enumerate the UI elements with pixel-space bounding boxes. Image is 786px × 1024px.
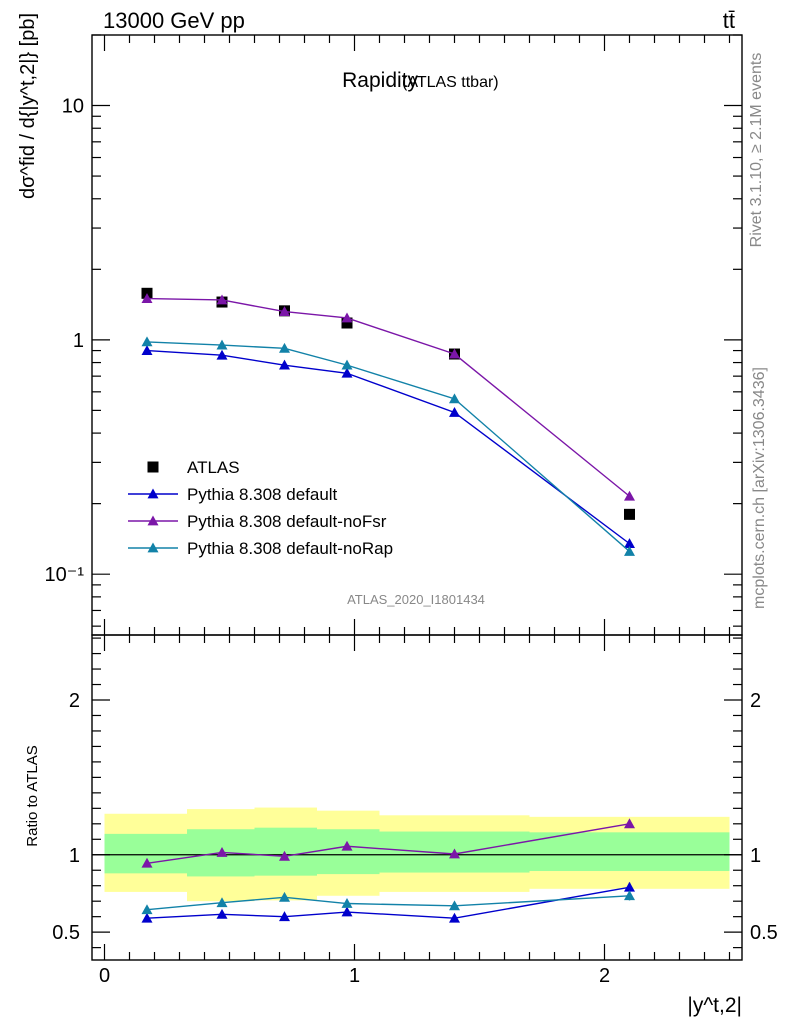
legend-label: Pythia 8.308 default-noFsr	[187, 512, 387, 531]
data-point	[216, 339, 228, 350]
series-line	[146, 349, 630, 545]
ratio-point	[341, 840, 353, 851]
data-point	[279, 306, 290, 316]
x-tick-label: 2	[599, 965, 610, 987]
ratio-point	[449, 912, 460, 923]
inner-band	[317, 829, 380, 875]
ratio-point	[341, 906, 353, 917]
main-y-tick-label: 1	[73, 330, 84, 352]
ratio-series-line	[146, 886, 630, 919]
ratio-point	[624, 881, 635, 892]
ratio-y-tick-label-right: 1	[750, 845, 761, 867]
ratio-point	[449, 848, 460, 859]
ratio-point	[141, 857, 153, 868]
chart-title: Rapidity	[342, 69, 418, 92]
data-point	[341, 367, 353, 378]
x-tick-label: 1	[349, 965, 360, 987]
x-axis-label: |y^t,2|	[687, 994, 742, 1017]
data-point	[624, 545, 635, 556]
data-point	[624, 490, 635, 501]
ratio-point	[449, 900, 460, 911]
ratio-y-tick-label: 2	[69, 690, 80, 712]
legend-label: ATLAS	[187, 458, 240, 477]
ratio-point	[216, 908, 228, 919]
main-panel: 10⁻¹ 1 10 Rapidity (ATLAS ttbar) ATLAS_202…	[17, 13, 743, 636]
ratio-point	[279, 891, 290, 902]
main-y-tick-label: 10	[62, 96, 84, 118]
header-left-label: 13000 GeV pp	[103, 8, 245, 33]
ratio-y-axis-label: Ratio to ATLAS	[24, 745, 41, 846]
legend-label: Pythia 8.308 default	[187, 485, 338, 504]
series-3	[141, 336, 635, 556]
ratio-point	[216, 897, 228, 908]
ratio-series-layer	[141, 818, 635, 923]
analysis-id-label: ATLAS_2020_I1801434	[347, 592, 485, 607]
legend-entry: Pythia 8.308 default	[128, 485, 338, 504]
legend-label: Pythia 8.308 default-noRap	[187, 539, 393, 558]
source-label: mcplots.cern.ch [arXiv:1306.3436]	[751, 367, 768, 609]
data-point	[279, 359, 290, 370]
data-point	[624, 508, 635, 520]
legend-marker	[147, 542, 159, 553]
ratio-series-2	[141, 890, 635, 915]
legend: ATLAS Pythia 8.308 default Pythia 8.308 de…	[128, 458, 393, 558]
ratio-y-tick-label: 0.5	[52, 922, 80, 944]
ratio-y-tick-label-right: 2	[750, 690, 761, 712]
main-series-layer	[141, 287, 635, 556]
ratio-series-line	[146, 823, 630, 864]
main-axes: 10⁻¹ 1 10	[45, 34, 743, 636]
data-point	[341, 359, 353, 370]
data-point	[141, 293, 153, 303]
ratio-point	[279, 911, 290, 922]
series-line	[146, 341, 630, 552]
ratio-point	[279, 850, 290, 861]
legend-marker	[147, 488, 159, 499]
ratio-series-1	[141, 818, 635, 868]
ratio-series-line	[146, 895, 630, 911]
ratio-point	[624, 818, 635, 829]
ratio-series-0	[141, 881, 635, 923]
legend-entry: Pythia 8.308 default-noRap	[128, 539, 393, 558]
main-y-tick-label: 10⁻¹	[45, 564, 85, 586]
ratio-panel: 0.5 0.5 1 1 2 2 0 1 2 Ratio to ATLAS |y^t,2|	[24, 634, 778, 1017]
legend-marker	[147, 515, 159, 526]
legend-entry: ATLAS	[147, 458, 240, 477]
ratio-point	[216, 846, 228, 857]
series-2	[141, 293, 635, 501]
ratio-point	[341, 898, 353, 908]
series-1	[141, 345, 635, 549]
legend-entry: Pythia 8.308 default-noFsr	[128, 512, 387, 531]
inner-band	[254, 827, 317, 876]
ratio-point	[141, 904, 153, 915]
inner-band	[529, 832, 730, 872]
series-line	[146, 297, 630, 497]
chart-subtitle: (ATLAS ttbar)	[402, 74, 499, 91]
data-point	[141, 345, 153, 355]
x-tick-label: 0	[99, 965, 110, 987]
data-point	[279, 342, 290, 353]
rivet-version-label: Rivet 3.1.10, ≥ 2.1M events	[748, 53, 765, 248]
header-right-label: tt̄	[723, 8, 735, 33]
data-point	[624, 538, 635, 549]
data-point	[449, 348, 460, 359]
main-y-axis-label: dσ^fid / d{|y^t,2|} [pb]	[17, 13, 39, 199]
ratio-bands	[92, 807, 742, 902]
ratio-point	[624, 890, 635, 901]
data-point	[141, 336, 153, 347]
ratio-y-tick-label: 1	[69, 845, 80, 867]
data-point	[216, 349, 228, 360]
data-point	[216, 294, 228, 305]
data-point	[449, 406, 460, 417]
ratio-axes: 0.5 0.5 1 1 2 2 0 1 2	[52, 634, 778, 987]
ratio-point	[141, 912, 153, 923]
ratio-frame	[91, 634, 743, 961]
data-point	[341, 312, 353, 323]
data-point	[341, 317, 353, 329]
data-point	[449, 393, 460, 404]
legend-marker	[147, 461, 159, 473]
ratio-y-tick-label-right: 0.5	[750, 922, 778, 944]
